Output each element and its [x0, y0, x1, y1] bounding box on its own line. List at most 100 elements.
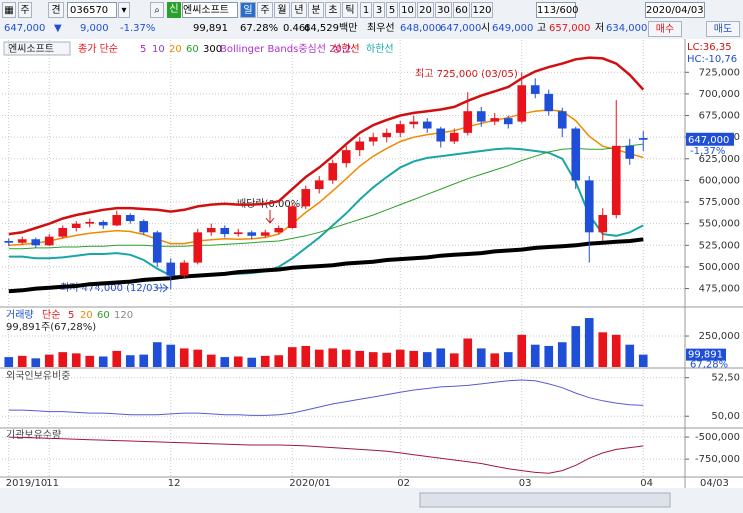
volume-bar	[193, 349, 203, 367]
annotation-high: 최고 725,000 (03/05)	[415, 68, 518, 80]
candle-body	[112, 215, 122, 226]
candle-body	[179, 262, 189, 276]
x-tick-label: 02	[397, 478, 410, 489]
open: 649,000	[492, 23, 534, 34]
volume-bar	[139, 354, 149, 367]
button[interactable]: 견	[48, 2, 64, 18]
legend-item: 60	[186, 44, 199, 55]
label: 저	[595, 23, 605, 34]
period[interactable]: 틱	[342, 2, 358, 18]
legend-label: 종가 단순	[78, 43, 118, 55]
candle-body	[139, 221, 149, 233]
legend-item: 상한선	[332, 43, 360, 55]
label: 최우선	[367, 23, 395, 34]
x-tick-label: 12	[168, 478, 181, 489]
button[interactable]: 주	[18, 2, 32, 18]
unit[interactable]: 5	[386, 2, 398, 18]
candle-body	[449, 132, 459, 142]
candle-body	[517, 85, 527, 122]
indicator-line	[8, 379, 644, 416]
volume-bar	[112, 350, 122, 367]
buy-button[interactable]: 매수	[648, 21, 682, 37]
search[interactable]: ⌕	[150, 2, 164, 18]
unit[interactable]: 120	[471, 2, 493, 18]
unit[interactable]: 30	[435, 2, 452, 18]
badge: 신	[167, 2, 181, 18]
volume-bar	[17, 355, 27, 367]
candle-body	[274, 228, 284, 233]
unit[interactable]: 3	[373, 2, 385, 18]
dropdown[interactable]: ▾	[118, 2, 130, 18]
period[interactable]: 년	[291, 2, 307, 18]
institution-title: 기관보유수량	[6, 429, 61, 441]
candle-body	[166, 262, 176, 276]
candle-body	[503, 118, 513, 125]
arrow	[156, 283, 169, 293]
candle-body	[206, 228, 216, 233]
candle-body	[44, 236, 54, 246]
volume-bar	[71, 353, 81, 367]
candle-body	[638, 138, 648, 140]
volume-bar	[247, 357, 257, 367]
scrollbar[interactable]	[419, 492, 671, 508]
volume-bar	[233, 356, 243, 367]
count[interactable]: 113/600	[536, 2, 579, 18]
date[interactable]: 2020/04/03	[645, 2, 705, 18]
candle-body	[58, 228, 68, 237]
y-tick-label: 700,000	[699, 89, 740, 100]
code-input[interactable]: 036570	[67, 2, 117, 18]
price: 647,000	[4, 23, 46, 34]
volume-subtitle: 99,891주(67,28%)	[6, 322, 96, 333]
unit[interactable]: 20	[417, 2, 434, 18]
x-tick-label: 04	[640, 478, 653, 489]
volume-bar	[557, 342, 567, 367]
period[interactable]: 초	[325, 2, 341, 18]
menu-icon[interactable]: ▦	[2, 2, 16, 18]
legend-item: 120	[114, 310, 133, 321]
overlay-line	[8, 147, 644, 279]
volume-bar	[314, 349, 324, 367]
price-box-label: 647,000	[688, 135, 729, 146]
indicator-line	[8, 436, 644, 474]
candle-body	[85, 221, 95, 224]
unit[interactable]: 60	[453, 2, 470, 18]
x-tick-label: 2020/01	[289, 478, 331, 489]
legend-box	[3, 41, 71, 56]
volume-bar	[125, 355, 135, 367]
candle-body	[395, 124, 405, 133]
candle-body	[341, 150, 351, 164]
candle-body	[247, 232, 257, 236]
candle-body	[220, 228, 230, 235]
best-bid: 647,000	[440, 23, 482, 34]
y-tick-label: 550,000	[699, 219, 740, 230]
legend-label: 단순	[42, 309, 60, 321]
candle-body	[328, 163, 338, 181]
volume-title: 거래량	[6, 309, 34, 321]
candle-body	[571, 128, 581, 181]
sell-button[interactable]: 매도	[706, 21, 740, 37]
candle-body	[314, 180, 324, 190]
stock-name[interactable]: 엔씨소프트	[182, 2, 238, 18]
unit[interactable]: 1	[360, 2, 372, 18]
period[interactable]: 일	[240, 2, 256, 18]
volume-bar	[368, 352, 378, 367]
overlay-line	[8, 109, 644, 247]
candle-body	[368, 137, 378, 142]
period[interactable]: 주	[257, 2, 273, 18]
candle-body	[490, 118, 500, 122]
volume-bar	[98, 356, 108, 367]
y-tick-label: 675,000	[699, 111, 740, 122]
best-ask: 648,000	[400, 23, 442, 34]
y-tick-label: 250,000	[699, 331, 740, 342]
volume-bar	[166, 344, 176, 367]
period[interactable]: 분	[308, 2, 324, 18]
volume-bar	[44, 354, 54, 367]
label: 시	[481, 23, 491, 34]
candle-body	[530, 85, 540, 94]
y-tick-label: 600,000	[699, 175, 740, 186]
unit[interactable]: 10	[399, 2, 416, 18]
volume-bar	[395, 349, 405, 367]
period[interactable]: 월	[274, 2, 290, 18]
change: 9,000	[80, 23, 109, 34]
